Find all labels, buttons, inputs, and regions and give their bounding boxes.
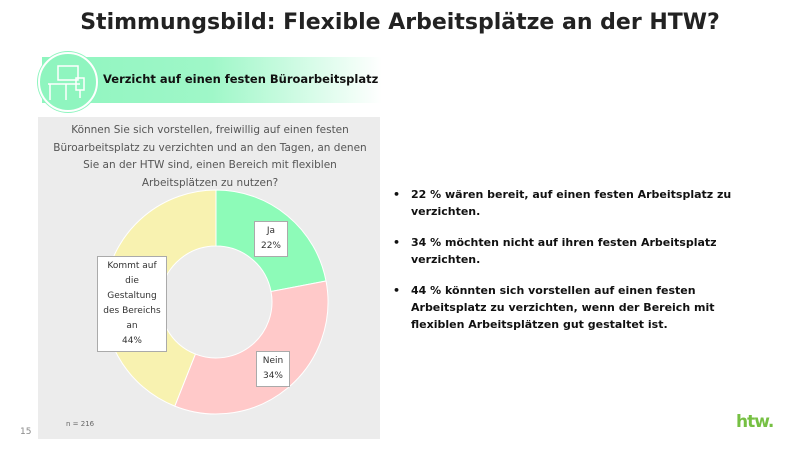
- slice-label-kommt-auf-gestaltung: Kommt auf die Gestaltung des Bereichs an…: [97, 256, 167, 352]
- page-number: 15: [20, 427, 32, 437]
- slice-value: 22%: [260, 241, 281, 251]
- desk-workplace-icon: [38, 52, 98, 112]
- bullet-item: 22 % wären bereit, auf einen festen Arbe…: [393, 186, 763, 220]
- slice-value: 34%: [262, 371, 283, 381]
- slice-value: 44%: [121, 336, 142, 346]
- page-title: Stimmungsbild: Flexible Arbeitsplätze an…: [80, 10, 720, 35]
- slice-name: Nein: [262, 356, 284, 366]
- slice-name: Kommt auf die Gestaltung des Bereichs an: [103, 261, 161, 331]
- donut-slice-1: [174, 280, 329, 415]
- slice-label-ja: Ja 22%: [254, 221, 288, 257]
- sample-size-note: n = 216: [66, 420, 95, 428]
- bullet-item: 34 % möchten nicht auf ihren festen Arbe…: [393, 234, 763, 268]
- section-banner: [42, 57, 382, 103]
- htw-logo: htw.: [736, 412, 774, 432]
- bullet-list: 22 % wären bereit, auf einen festen Arbe…: [393, 186, 763, 347]
- slice-label-nein: Nein 34%: [256, 351, 290, 387]
- slice-name: Ja: [266, 226, 276, 236]
- chart-title: Können Sie sich vorstellen, freiwillig a…: [53, 124, 367, 189]
- banner-title: Verzicht auf einen festen Büroarbeitspla…: [103, 72, 379, 86]
- bullet-item: 44 % könnten sich vorstellen auf einen f…: [393, 282, 763, 333]
